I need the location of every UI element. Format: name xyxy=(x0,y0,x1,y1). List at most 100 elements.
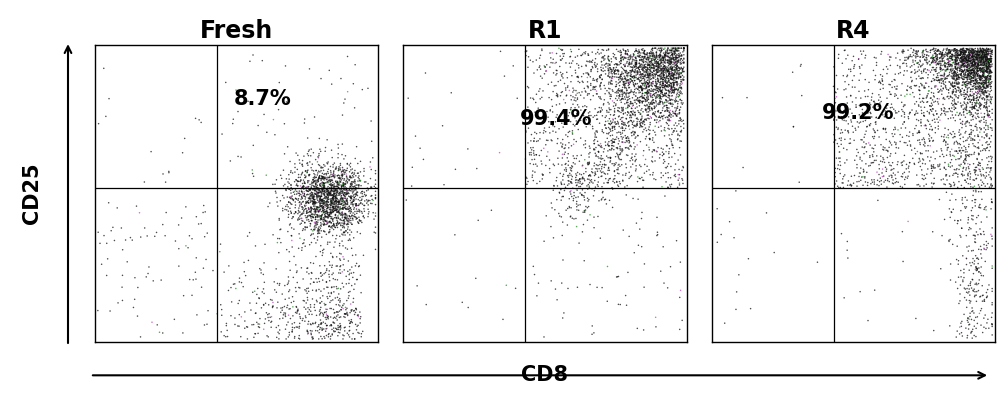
Point xyxy=(921,131,937,138)
Point xyxy=(962,45,978,51)
Point xyxy=(630,132,646,139)
Point xyxy=(892,63,908,70)
Point xyxy=(963,53,979,59)
Point xyxy=(650,60,666,66)
Point xyxy=(623,73,639,80)
Point xyxy=(330,141,346,148)
Point xyxy=(669,55,685,61)
Point xyxy=(324,199,340,206)
Point xyxy=(617,110,633,116)
Point xyxy=(540,81,556,88)
Point xyxy=(898,57,914,63)
Point xyxy=(963,123,979,129)
Point xyxy=(570,194,586,200)
Point xyxy=(617,74,633,81)
Point xyxy=(961,72,977,79)
Point xyxy=(661,81,677,88)
Point xyxy=(982,65,998,71)
Point xyxy=(326,183,342,189)
Point xyxy=(633,116,649,123)
Point xyxy=(322,293,338,299)
Point xyxy=(929,60,945,66)
Point xyxy=(979,58,995,64)
Point xyxy=(166,316,182,323)
Point xyxy=(938,49,954,55)
Point xyxy=(637,81,653,87)
Point xyxy=(342,310,358,316)
Point xyxy=(965,63,981,70)
Point xyxy=(580,176,596,182)
Point xyxy=(354,210,370,216)
Point xyxy=(618,77,634,84)
Point xyxy=(672,53,688,60)
Point xyxy=(290,178,306,184)
Point xyxy=(959,255,975,262)
Point xyxy=(290,324,306,330)
Point xyxy=(598,196,614,202)
Point xyxy=(659,79,675,85)
Point xyxy=(594,46,610,53)
Point xyxy=(341,186,357,193)
Point xyxy=(646,66,662,72)
Point xyxy=(326,329,342,335)
Point xyxy=(982,75,998,82)
Point xyxy=(632,124,648,130)
Point xyxy=(316,204,332,211)
Point xyxy=(835,184,851,191)
Point xyxy=(328,211,344,218)
Point xyxy=(243,307,259,313)
Point xyxy=(606,103,622,109)
Point xyxy=(613,72,629,78)
Point xyxy=(329,309,345,315)
Point xyxy=(593,50,609,56)
Point xyxy=(325,270,341,276)
Point xyxy=(330,200,346,206)
Point xyxy=(320,185,336,191)
Point xyxy=(972,75,988,81)
Point xyxy=(870,103,886,109)
Point xyxy=(635,108,651,115)
Point xyxy=(924,64,940,71)
Point xyxy=(670,177,686,184)
Point xyxy=(973,86,989,92)
Point xyxy=(347,193,363,199)
Point xyxy=(646,99,662,106)
Point xyxy=(300,178,316,184)
Point xyxy=(971,79,987,86)
Point xyxy=(311,275,327,282)
Point xyxy=(826,139,842,145)
Point xyxy=(978,89,994,95)
Point xyxy=(918,57,934,64)
Point xyxy=(265,299,281,306)
Point xyxy=(642,63,658,69)
Point xyxy=(665,56,681,62)
Point xyxy=(640,81,656,87)
Point xyxy=(368,171,384,177)
Point xyxy=(357,202,373,209)
Point xyxy=(965,96,981,103)
Point xyxy=(545,60,561,66)
Point xyxy=(627,48,643,55)
Point xyxy=(200,308,216,314)
Point xyxy=(972,85,988,92)
Point xyxy=(294,204,310,210)
Point xyxy=(280,143,296,150)
Point xyxy=(615,76,631,83)
Point xyxy=(974,77,990,84)
Point xyxy=(968,264,984,270)
Point xyxy=(969,70,985,76)
Point xyxy=(930,55,946,61)
Point xyxy=(611,95,627,101)
Point xyxy=(966,56,982,62)
Point xyxy=(534,47,550,53)
Point xyxy=(628,220,644,226)
Point xyxy=(231,323,247,329)
Point xyxy=(980,94,996,100)
Point xyxy=(620,96,636,103)
Point xyxy=(332,330,348,336)
Point xyxy=(933,54,949,61)
Point xyxy=(650,69,666,75)
Point xyxy=(302,327,318,334)
Point xyxy=(609,88,625,95)
Point xyxy=(307,199,323,206)
